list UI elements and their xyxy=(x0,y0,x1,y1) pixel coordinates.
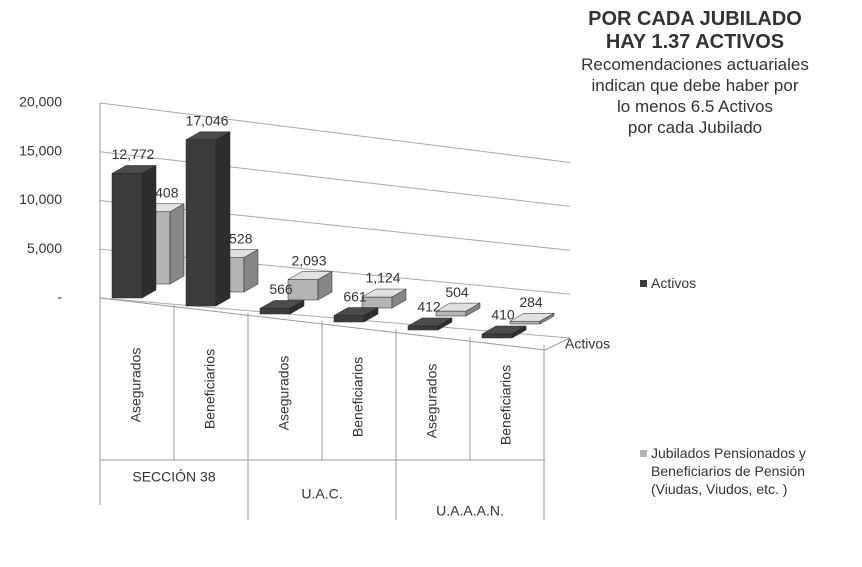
bar-side xyxy=(317,271,333,301)
bar-side xyxy=(243,249,259,293)
group-label: U.A.A.A.N. xyxy=(436,503,504,519)
bar-front xyxy=(111,173,143,299)
group-label: U.A.C. xyxy=(301,486,342,502)
group-label: SECCIÓN 38 xyxy=(132,469,215,485)
x-tick-label: Asegurados xyxy=(276,356,292,431)
grid-line xyxy=(99,151,571,207)
subtitle: indican que debe haber por xyxy=(591,76,799,95)
bar xyxy=(361,288,407,309)
bar-front xyxy=(185,139,217,307)
bar xyxy=(481,325,527,339)
data-label: 504 xyxy=(445,284,469,300)
data-label: 566 xyxy=(269,281,293,297)
bar-front xyxy=(481,333,513,339)
y-tick-label: 5,000 xyxy=(27,240,62,256)
header: POR CADA JUBILADO HAY 1.37 ACTIVOS Recom… xyxy=(530,8,860,138)
title: POR CADA JUBILADO xyxy=(588,8,802,30)
x-tick-label: Asegurados xyxy=(128,348,144,423)
data-label: 17,046 xyxy=(186,113,229,129)
data-label: 661 xyxy=(343,288,367,304)
bar xyxy=(509,312,555,325)
legend-swatch xyxy=(640,450,647,457)
data-label: 12,772 xyxy=(112,146,155,162)
title: HAY 1.37 ACTIVOS xyxy=(605,31,785,53)
bar-side xyxy=(141,165,157,299)
bar-side xyxy=(465,302,481,317)
x-tick-label: Beneficiarios xyxy=(498,365,514,445)
data-label: 410 xyxy=(491,307,515,323)
y-tick-label: 10,000 xyxy=(19,191,62,207)
y-tick-label: 20,000 xyxy=(19,94,62,110)
bar xyxy=(287,271,333,301)
subtitle: Recomendaciones actuariales xyxy=(581,55,809,74)
legend-label: Jubilados Pensionados y Beneficiarios de… xyxy=(651,445,806,497)
bar-side xyxy=(539,312,555,325)
bar xyxy=(259,300,305,315)
bar-front xyxy=(407,325,439,331)
bar-side xyxy=(215,131,231,307)
floor xyxy=(544,337,571,351)
bar-side xyxy=(169,203,185,285)
x-tick-label: Beneficiarios xyxy=(350,357,366,437)
x-tick-label: Asegurados xyxy=(424,364,440,439)
bar-side xyxy=(391,288,407,309)
subtitle: lo menos 6.5 Activos xyxy=(617,97,773,116)
subtitle: por cada Jubilado xyxy=(627,118,763,137)
bar xyxy=(333,307,379,323)
bar-side xyxy=(511,325,527,339)
y-tick-label: 15,000 xyxy=(19,142,62,158)
depth-axis-label: Activos xyxy=(565,336,610,352)
data-label: 412 xyxy=(417,299,441,315)
y-tick-label: - xyxy=(57,289,62,305)
bar xyxy=(435,302,481,317)
bar xyxy=(185,131,231,307)
bar-side xyxy=(437,317,453,331)
bar-side xyxy=(289,300,305,315)
data-label: 284 xyxy=(519,294,543,310)
bar xyxy=(407,317,453,331)
bar-front xyxy=(333,315,365,323)
bar xyxy=(111,165,157,299)
data-label: 2,093 xyxy=(291,252,326,268)
bar-side xyxy=(363,307,379,323)
legend-swatch xyxy=(640,280,647,287)
legend-item: Jubilados Pensionados y Beneficiarios de… xyxy=(640,444,815,498)
legend-item: Activos xyxy=(640,274,800,292)
grid-line xyxy=(99,102,571,163)
legend-label: Activos xyxy=(651,275,697,291)
bar-front xyxy=(259,308,291,315)
x-tick-label: Beneficiarios xyxy=(202,349,218,429)
data-label: 1,124 xyxy=(365,270,400,286)
